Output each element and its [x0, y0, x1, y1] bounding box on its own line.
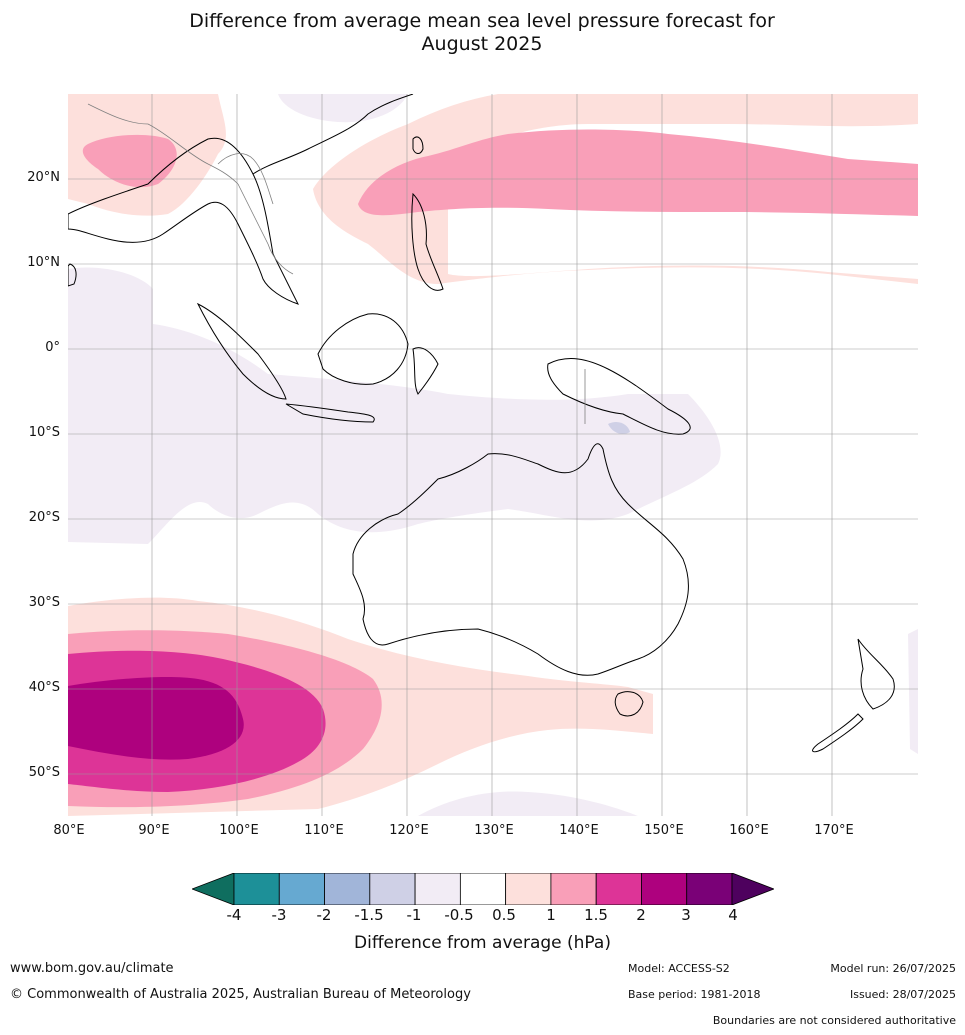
borneo-coast [317, 313, 409, 385]
sumatra-coast [196, 302, 287, 400]
footer-model-run: Model run: 26/07/2025 [830, 962, 956, 975]
lon-label-150e: 150°E [644, 823, 684, 838]
cbar-tick-5: -1 [406, 906, 422, 924]
lat-label-30s: 30°S [28, 595, 60, 610]
lon-label-80e: 80°E [53, 823, 85, 838]
new-guinea-coast [547, 358, 691, 435]
colorbar-extend-high [731, 873, 774, 905]
china-coast [252, 94, 414, 175]
pressure-anomaly-map [68, 94, 918, 816]
lon-label-120e: 120°E [389, 823, 429, 838]
country-borders [87, 103, 586, 424]
footer-base-period: Base period: 1981-2018 [628, 988, 761, 1001]
sri-lanka-coast [68, 263, 77, 287]
new-zealand-north [857, 638, 895, 710]
cbar-tick-3: -2 [316, 906, 332, 924]
colorbar-swatch [324, 873, 371, 905]
anomaly-region-pink-nw [82, 134, 177, 188]
new-zealand-south [812, 713, 864, 753]
footer-model: Model: ACCESS-S2 [628, 962, 730, 975]
lat-label-40s: 40°S [28, 680, 60, 695]
cbar-tick-6: -0.5 [444, 906, 474, 924]
cbar-tick-12: 4 [728, 906, 738, 924]
graticule [68, 94, 918, 816]
lon-label-100e: 100°E [219, 823, 259, 838]
colorbar-swatch [369, 873, 416, 905]
anomaly-region-light-purple [68, 267, 721, 544]
asia-mainland-coast [68, 137, 299, 305]
lat-label-0: 0° [45, 340, 60, 355]
anomaly-region-small-blue [608, 421, 630, 434]
cbar-tick-2: -3 [271, 906, 287, 924]
java-coast [285, 403, 375, 423]
lat-label-20n: 20°N [27, 170, 60, 185]
colorbar-swatch [278, 873, 325, 905]
lon-label-170e: 170°E [814, 823, 854, 838]
lat-label-10n: 10°N [27, 255, 60, 270]
colorbar-swatch [414, 873, 461, 905]
lon-label-140e: 140°E [559, 823, 599, 838]
title-line-2: August 2025 [421, 33, 543, 55]
cbar-tick-7: 0.5 [492, 906, 516, 924]
lon-label-160e: 160°E [729, 823, 769, 838]
coastlines [68, 94, 895, 753]
colorbar-swatch [686, 873, 733, 905]
lon-label-110e: 110°E [304, 823, 344, 838]
cbar-tick-11: 3 [681, 906, 691, 924]
cbar-tick-8: 1 [546, 906, 556, 924]
cbar-tick-10: 2 [636, 906, 646, 924]
colorbar-swatch [550, 873, 597, 905]
anomaly-region-light-purple-south [418, 791, 638, 816]
anomaly-region-light-pink-north [313, 94, 918, 284]
colorbar-extend-low [192, 873, 235, 905]
colorbar-label: Difference from average (hPa) [354, 933, 611, 953]
footer-copyright: © Commonwealth of Australia 2025, Austra… [10, 987, 471, 1002]
map-svg [68, 94, 918, 816]
title-line-1: Difference from average mean sea level p… [189, 10, 775, 32]
colorbar-swatch [459, 873, 507, 905]
tasmania-coast [614, 691, 644, 717]
lat-label-10s: 10°S [28, 425, 60, 440]
colorbar [192, 873, 774, 905]
colorbar-swatch [233, 873, 280, 905]
cbar-tick-4: -1.5 [354, 906, 384, 924]
map-title: Difference from average mean sea level p… [0, 10, 965, 56]
taiwan-coast [412, 136, 424, 154]
footer-issued: Issued: 28/07/2025 [849, 988, 956, 1001]
cbar-tick-9: 1.5 [584, 906, 608, 924]
lat-label-50s: 50°S [28, 765, 60, 780]
anomaly-region-purple-south [68, 676, 244, 760]
lon-label-130e: 130°E [474, 823, 514, 838]
colorbar-swatch [505, 873, 552, 905]
sulawesi-coast [412, 347, 439, 395]
philippines-coast [411, 192, 444, 291]
footer-url[interactable]: www.bom.gov.au/climate [10, 961, 174, 976]
footer-disclaimer: Boundaries are not considered authoritat… [712, 1014, 956, 1027]
anomaly-region-pink-north [358, 129, 918, 216]
lat-label-20s: 20°S [28, 510, 60, 525]
anomaly-region-light-purple-north [278, 94, 408, 123]
colorbar-swatch [641, 873, 688, 905]
lon-label-90e: 90°E [138, 823, 170, 838]
anomaly-region-light-purple-nz [908, 629, 918, 754]
australia-coast [352, 443, 689, 676]
colorbar-swatch [595, 873, 642, 905]
cbar-tick-1: -4 [226, 906, 242, 924]
